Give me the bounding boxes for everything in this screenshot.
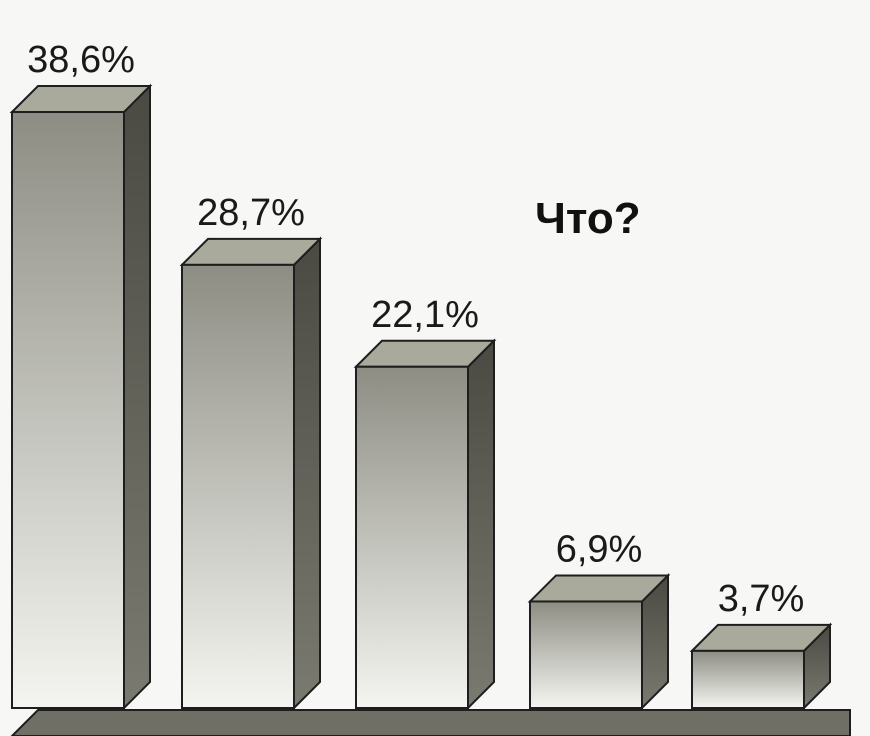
bar-top bbox=[9, 85, 153, 113]
chart-floor bbox=[10, 709, 851, 736]
floor-plane bbox=[10, 709, 851, 736]
bar-top bbox=[689, 623, 833, 652]
value-labels-group: 38,6% 28,7% 22,1% 6,9% 3,7% bbox=[27, 39, 804, 620]
bar-5 bbox=[689, 622, 833, 711]
bar-side bbox=[467, 338, 495, 711]
bar-side bbox=[293, 236, 321, 711]
value-label-3: 22,1% bbox=[371, 294, 479, 336]
value-label-2: 28,7% bbox=[197, 192, 305, 234]
bar-front bbox=[355, 365, 469, 709]
bar-top bbox=[527, 574, 671, 603]
bar-front bbox=[529, 600, 643, 709]
bar-front bbox=[181, 263, 295, 709]
bar-4 bbox=[527, 573, 671, 711]
bar-2 bbox=[179, 236, 323, 711]
bar-3 bbox=[353, 338, 497, 711]
bar-top bbox=[179, 237, 323, 266]
bar-front bbox=[691, 649, 805, 710]
value-label-4: 6,9% bbox=[556, 528, 643, 570]
value-label-5: 3,7% bbox=[718, 578, 805, 620]
chart-title: Что? bbox=[535, 194, 641, 243]
bar-front bbox=[11, 111, 125, 709]
bar-side bbox=[123, 83, 151, 711]
bar-top bbox=[353, 339, 497, 368]
bar-1 bbox=[9, 83, 153, 711]
bars-group bbox=[9, 83, 833, 711]
value-label-1: 38,6% bbox=[27, 39, 135, 81]
